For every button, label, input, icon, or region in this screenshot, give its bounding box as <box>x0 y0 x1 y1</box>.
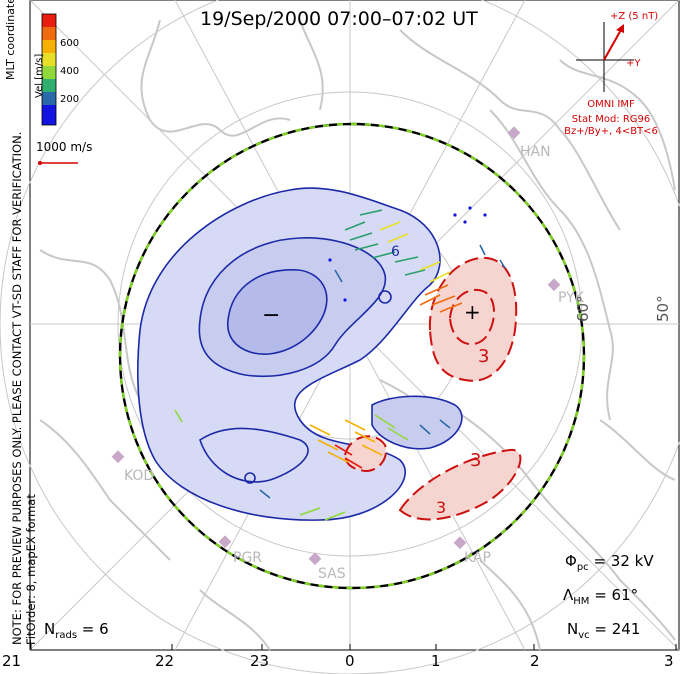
mlt-axis-ticks <box>30 644 677 650</box>
colorbar-tick-600: 600 <box>60 38 80 49</box>
stat-phi-value: = 32 kV <box>588 552 654 570</box>
stat-phi-pc: Φpc = 32 kV <box>565 552 654 573</box>
mlt-label-0: 0 <box>345 652 355 670</box>
mlt-label-1: 1 <box>431 652 441 670</box>
stat-n-vc: Nvc = 241 <box>567 620 640 641</box>
mlt-label-23: 23 <box>250 652 270 670</box>
mlt-label-2: 2 <box>530 652 540 670</box>
stat-lambda-symbol: Λ <box>563 586 574 604</box>
imf-stat-mod: Stat Mod: RG96 <box>571 114 651 125</box>
map-frame <box>29 0 680 651</box>
stat-nrads-value: = 6 <box>77 620 109 638</box>
velocity-vectors <box>174 206 506 521</box>
colorbar-tick-400: 400 <box>60 66 80 77</box>
site-label-pgr: PGR <box>233 550 263 566</box>
contour-label-pos-1: 3 <box>478 346 490 367</box>
colorbar-label: Vel [m/s] <box>34 53 45 98</box>
negative-cell <box>137 187 463 521</box>
site-label-han: HAN <box>520 144 551 160</box>
latitude-label-50: 50° <box>654 295 672 322</box>
map-title: 19/Sep/2000 07:00–07:02 UT <box>200 8 478 30</box>
imf-z-label: +Z (5 nT) <box>610 11 659 22</box>
contour-label-pos-3: 3 <box>436 498 447 517</box>
mlt-label-3: 3 <box>664 652 674 670</box>
imf-condition: Bz+/By+, 4<BT<6 <box>564 126 658 137</box>
stat-lambda-value: = 61° <box>589 586 639 604</box>
reference-vector <box>38 161 78 165</box>
colorbar-tick-200: 200 <box>60 94 80 105</box>
mlt-label-21: 21 <box>2 652 22 670</box>
latitude-label-60: 60° <box>574 295 592 322</box>
reference-vector-label: 1000 m/s <box>36 140 93 154</box>
contour-label-pos-2: 3 <box>470 450 482 471</box>
contour-label-neg: 6 <box>391 244 400 260</box>
site-label-pyk: PYK <box>558 290 584 306</box>
stat-nrads-sub: rads <box>55 630 78 641</box>
positive-cell <box>343 256 522 521</box>
stat-lambda-hm: ΛHM = 61° <box>563 586 638 607</box>
site-label-kap: KAP <box>464 550 491 566</box>
imf-y-label: +Y <box>626 58 641 69</box>
coordinates-label: MLT coordinates <box>4 0 17 80</box>
stat-phi-sub: pc <box>576 562 589 573</box>
mlt-label-22: 22 <box>155 652 175 670</box>
stat-nrads-symbol: N <box>44 620 56 638</box>
site-label-kod: KOD <box>124 468 155 484</box>
preview-note: NOTE: FOR PREVIEW PURPOSES ONLY. PLEASE … <box>10 132 38 645</box>
positive-cell-symbol: + <box>464 300 481 324</box>
stat-n-rads: Nrads = 6 <box>44 620 109 641</box>
stat-nvc-sub: vc <box>578 630 590 641</box>
site-label-sas: SAS <box>318 566 346 582</box>
stat-nvc-symbol: N <box>567 620 579 638</box>
stat-lambda-sub: HM <box>573 596 590 607</box>
imf-source: OMNI IMF <box>587 99 635 110</box>
hm-boundary-dash <box>118 122 586 590</box>
preview-note-text: NOTE: FOR PREVIEW PURPOSES ONLY. PLEASE … <box>10 131 24 645</box>
negative-cell-symbol: − <box>262 303 281 328</box>
fit-order-text: FitOrder: 8, mapEX format <box>24 494 38 645</box>
velocity-colorbar <box>41 13 57 126</box>
stat-nvc-value: = 241 <box>589 620 641 638</box>
stat-phi-symbol: Φ <box>565 552 577 570</box>
imf-clock <box>576 22 634 92</box>
